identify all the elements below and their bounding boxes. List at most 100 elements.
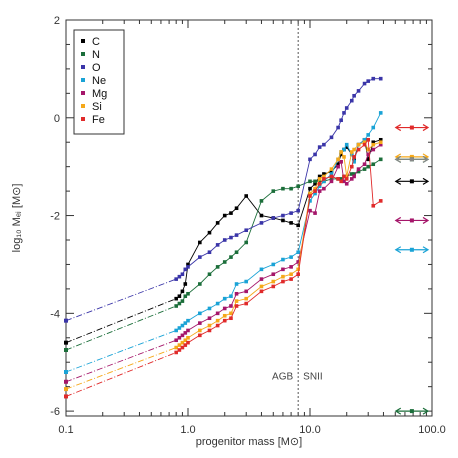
point-n	[180, 299, 185, 303]
point-ne	[244, 279, 249, 284]
y-tick-label: 0	[54, 113, 60, 125]
point-si	[336, 157, 340, 162]
point-fe	[317, 181, 322, 186]
point-o	[366, 79, 371, 83]
point-c	[329, 169, 334, 174]
point-fe	[352, 155, 356, 159]
point-fe	[180, 345, 185, 350]
point-ne	[207, 306, 212, 311]
point-si	[296, 267, 300, 272]
point-ne	[349, 152, 354, 157]
point-ne	[313, 191, 317, 196]
point-mg	[183, 331, 188, 335]
point-c	[366, 157, 371, 162]
point-o	[289, 211, 293, 215]
point-ne	[198, 311, 202, 316]
point-ne	[259, 267, 264, 272]
arrow-c-head-left	[394, 177, 402, 185]
point-o	[177, 274, 182, 279]
point-si	[356, 142, 361, 147]
point-c	[234, 206, 239, 211]
point-c	[183, 282, 188, 286]
point-c	[222, 213, 227, 218]
point-fe	[308, 194, 312, 198]
point-si	[322, 174, 326, 179]
point-mg	[362, 162, 367, 167]
point-si	[317, 177, 322, 181]
point-n	[362, 167, 367, 171]
arrow-mg-head-left	[394, 216, 402, 224]
legend-label-si: Si	[92, 101, 102, 113]
point-fe	[371, 203, 376, 208]
point-o	[198, 255, 202, 259]
point-n	[352, 172, 356, 176]
point-mg	[336, 164, 340, 169]
point-si	[289, 272, 293, 277]
point-mg	[317, 189, 322, 193]
y-axis-title: log₁₀ Mₑⱼ [M⊙]	[11, 184, 23, 253]
point-n	[378, 157, 383, 162]
point-n	[207, 272, 212, 277]
extrapolation-ne	[65, 330, 177, 373]
point-si	[362, 140, 367, 145]
y-tick-label: -6	[50, 406, 60, 418]
point-n	[308, 179, 312, 184]
point-o	[342, 111, 346, 115]
point-o	[317, 145, 322, 149]
point-n	[215, 265, 220, 269]
point-n	[296, 184, 300, 189]
point-n	[198, 282, 202, 286]
legend-label-fe: Fe	[92, 114, 105, 126]
point-c	[371, 140, 376, 145]
point-si	[344, 174, 349, 179]
point-fe	[207, 328, 212, 333]
point-mg	[259, 277, 264, 281]
point-mg	[215, 311, 220, 316]
legend-swatch-ne	[81, 78, 85, 82]
point-ne	[317, 184, 322, 189]
point-fe	[234, 304, 239, 308]
point-o	[322, 142, 326, 147]
point-fe	[344, 177, 349, 181]
point-ne	[342, 147, 346, 152]
point-o	[207, 250, 212, 255]
point-c	[207, 230, 212, 235]
arrow-ne-head-left	[394, 155, 402, 163]
point-c	[215, 221, 220, 225]
arrow-fe-head-right	[422, 124, 430, 132]
extrapolation-start-ne	[64, 370, 68, 374]
point-ne	[281, 257, 285, 262]
point-mg	[371, 147, 376, 152]
point-si	[378, 140, 383, 145]
legend-label-n: N	[92, 49, 100, 61]
x-tick-label: 1.0	[180, 424, 195, 436]
x-axis: 0.1 1.0 10.0 100.0	[58, 20, 446, 436]
point-n	[313, 179, 317, 184]
point-o	[174, 277, 178, 281]
y-tick-label: -2	[50, 211, 60, 223]
point-n	[289, 186, 293, 191]
point-n	[371, 162, 376, 167]
point-o	[356, 89, 361, 93]
point-n	[281, 186, 285, 191]
point-n	[329, 177, 334, 181]
point-si	[342, 155, 346, 159]
point-si	[371, 142, 376, 147]
point-fe	[229, 316, 233, 321]
point-o	[378, 76, 383, 81]
point-ne	[215, 301, 220, 306]
point-fe	[198, 333, 202, 338]
point-c	[296, 223, 300, 228]
point-si	[259, 284, 264, 289]
arrow-fe-marker	[409, 125, 414, 130]
x-tick-label: 0.1	[58, 424, 73, 436]
point-mg	[180, 333, 185, 338]
point-n	[271, 189, 276, 193]
point-si	[234, 299, 239, 303]
point-mg	[174, 338, 178, 343]
point-mg	[177, 335, 182, 340]
point-si	[215, 318, 220, 323]
arrow-markers	[394, 124, 430, 415]
arrow-n-head-left	[394, 407, 402, 415]
